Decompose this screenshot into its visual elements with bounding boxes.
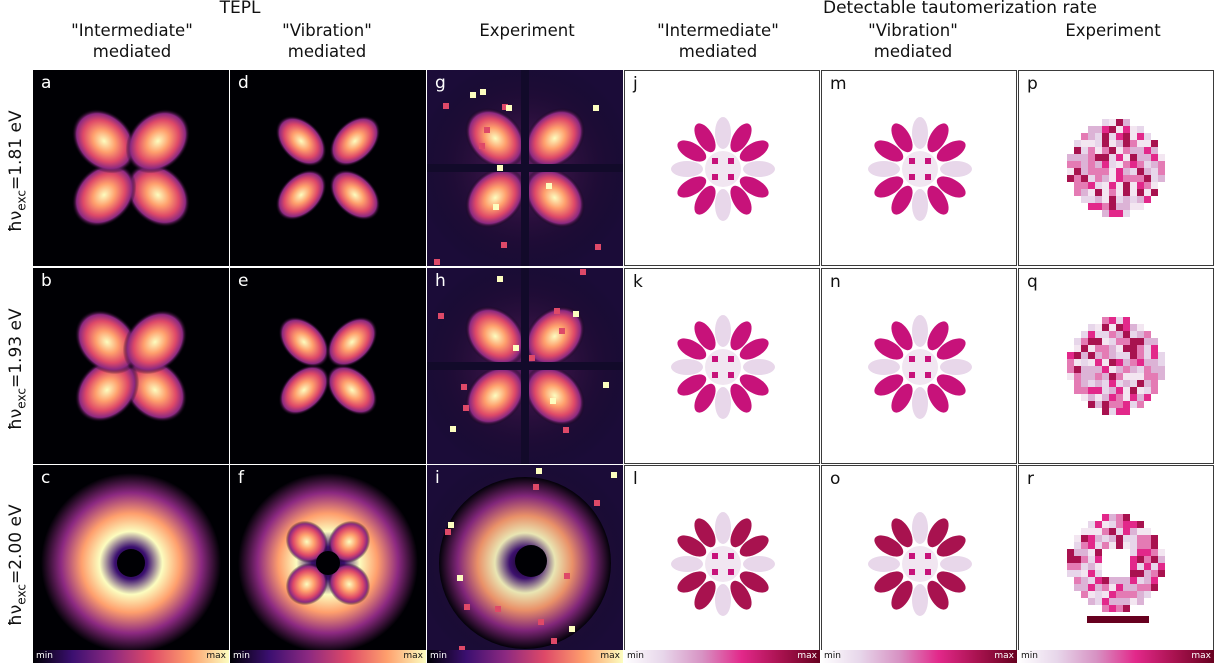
colorbar-min-label: min	[824, 651, 841, 661]
panel-b: b	[33, 268, 229, 464]
panel-p: p	[1018, 70, 1214, 266]
colorbar-max-label: max	[600, 651, 620, 661]
row-label-2: ħνexc=1.93 eV	[6, 308, 29, 430]
panel-k: k	[624, 268, 820, 464]
panel-image	[41, 473, 221, 653]
colorbar-max-label: max	[403, 651, 423, 661]
panel-l: l	[624, 465, 820, 661]
row-label-3: ħνexc=2.00 eV	[6, 504, 29, 626]
panel-c: c	[33, 465, 229, 661]
panel-image	[427, 70, 623, 266]
panel-letter: l	[633, 469, 638, 489]
panel-image	[278, 316, 378, 416]
panel-letter: d	[238, 73, 249, 93]
panel-image	[1067, 119, 1165, 217]
colorbar-rate-vibration: min max	[821, 650, 1017, 663]
colorbar-tepl-experiment: min max	[427, 650, 623, 663]
panel-image	[1067, 514, 1165, 623]
panel-h: h	[427, 268, 623, 464]
panel-image	[275, 115, 381, 221]
panel-image	[74, 309, 188, 423]
col-header-tepl-intermediate: "Intermediate" mediated	[71, 21, 193, 61]
rate-section-title: Detectable tautomerization rate	[823, 0, 1097, 18]
colorbar-min-label: min	[430, 651, 447, 661]
panel-letter: a	[41, 73, 52, 93]
panel-letter: i	[435, 468, 440, 488]
colorbar-min-label: min	[1021, 651, 1038, 661]
col-header-rate-vibration: "Vibration" mediated	[868, 21, 958, 61]
colorbar-max-label: max	[206, 651, 226, 661]
panel-d: d	[230, 70, 426, 266]
panel-letter: n	[830, 272, 841, 292]
colorbar-max-label: max	[1191, 651, 1211, 661]
panel-letter: p	[1027, 74, 1038, 94]
panel-letter: o	[830, 469, 841, 489]
panel-image	[1067, 317, 1165, 415]
colorbar-min-label: min	[36, 651, 53, 661]
panel-letter: j	[633, 74, 638, 94]
panel-i: i	[427, 465, 623, 661]
panel-letter: f	[238, 468, 244, 488]
col-header-tepl-vibration: "Vibration" mediated	[282, 21, 372, 61]
panel-letter: k	[633, 272, 643, 292]
panel-letter: r	[1027, 469, 1034, 489]
tepl-section-title: TEPL	[219, 0, 261, 18]
panel-image	[868, 117, 972, 221]
panel-n: n	[821, 268, 1017, 464]
colorbar-min-label: min	[233, 651, 250, 661]
panel-image	[868, 315, 972, 419]
panel-f: f	[230, 465, 426, 661]
panel-image	[868, 512, 972, 616]
colorbar-tepl-intermediate: min max	[33, 650, 229, 663]
panel-image	[671, 315, 775, 419]
colorbar-tepl-vibration: min max	[230, 650, 426, 663]
panel-r: r	[1018, 465, 1214, 661]
panel-letter: m	[830, 74, 847, 94]
colorbar-max-label: max	[797, 651, 817, 661]
panel-a: a	[33, 70, 229, 266]
colorbar-min-label: min	[627, 651, 644, 661]
panel-image	[238, 473, 418, 653]
panel-e: e	[230, 268, 426, 464]
panel-image	[671, 512, 775, 616]
colorbar-rate-intermediate: min max	[624, 650, 820, 663]
colorbar-rate-experiment: min max	[1018, 650, 1214, 663]
panel-image	[427, 465, 623, 661]
col-header-rate-intermediate: "Intermediate" mediated	[657, 21, 779, 61]
panel-letter: g	[435, 73, 446, 93]
colorbar-max-label: max	[994, 651, 1014, 661]
panel-letter: h	[435, 271, 446, 291]
col-header-rate-experiment: Experiment	[1065, 21, 1161, 40]
panel-letter: c	[41, 468, 51, 488]
panel-image	[671, 117, 775, 221]
row-label-1: ħνexc=1.81 eV	[6, 110, 29, 232]
panel-j: j	[624, 70, 820, 266]
panel-image	[71, 108, 191, 228]
panel-o: o	[821, 465, 1017, 661]
panel-letter: e	[238, 271, 249, 291]
panel-letter: q	[1027, 272, 1038, 292]
panel-image	[427, 268, 623, 464]
panel-g: g	[427, 70, 623, 266]
panel-m: m	[821, 70, 1017, 266]
col-header-tepl-experiment: Experiment	[479, 21, 575, 40]
panel-q: q	[1018, 268, 1214, 464]
panel-letter: b	[41, 271, 52, 291]
